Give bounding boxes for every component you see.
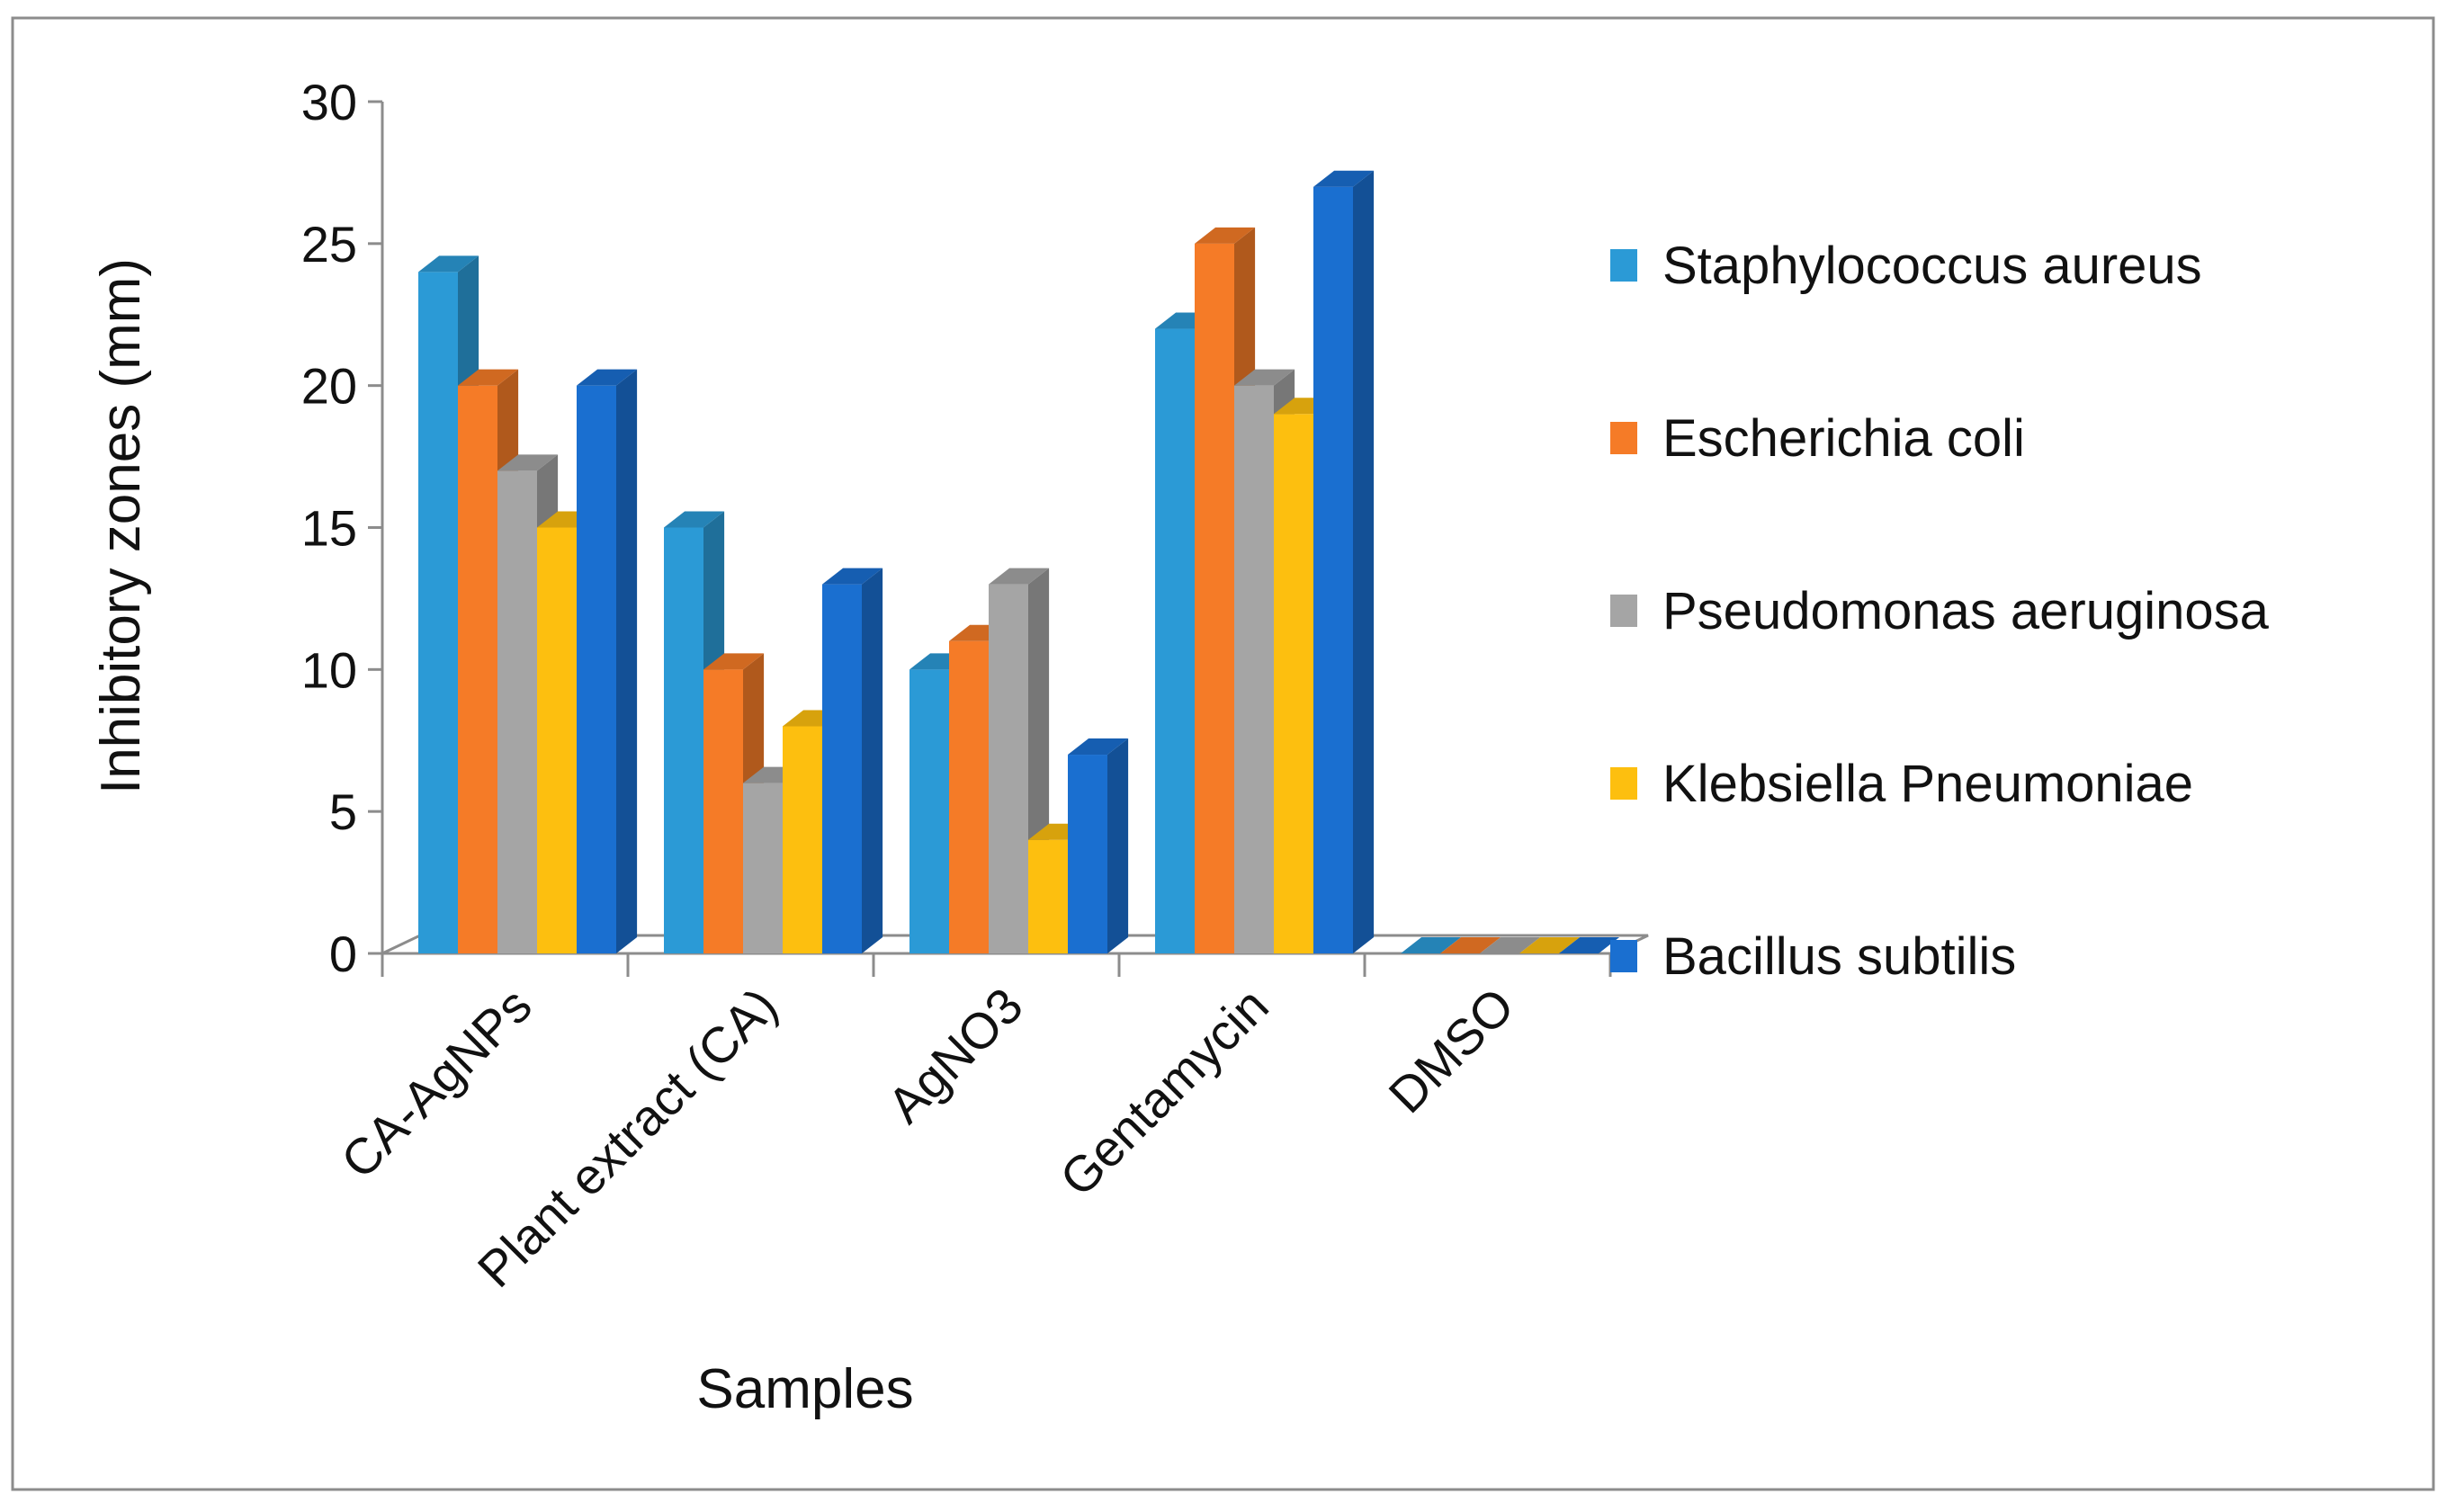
bar-top bbox=[822, 568, 883, 585]
y-axis-title: Inhibitory zones (mm) bbox=[90, 258, 152, 794]
bar-front bbox=[537, 527, 577, 953]
bar-front bbox=[1195, 243, 1234, 953]
bar-top bbox=[664, 511, 725, 528]
bar-front bbox=[909, 669, 949, 953]
y-tick-label: 5 bbox=[329, 783, 357, 840]
bar bbox=[1313, 170, 1375, 953]
bar-top bbox=[1440, 937, 1501, 953]
legend-label: Pseudomonas aeruginosa bbox=[1662, 582, 2270, 640]
y-tick-label: 0 bbox=[329, 926, 357, 982]
bar-top bbox=[1559, 937, 1620, 953]
legend-item: Staphylococcus aureus bbox=[1610, 237, 2202, 295]
bar-top bbox=[1401, 937, 1462, 953]
bar-top bbox=[989, 568, 1050, 585]
bar-top bbox=[1519, 937, 1581, 953]
bar-front bbox=[418, 272, 458, 953]
bar-front bbox=[497, 470, 537, 953]
bar bbox=[1401, 937, 1462, 953]
bar-top bbox=[577, 369, 638, 386]
bar-side bbox=[862, 568, 883, 953]
legend-swatch bbox=[1610, 422, 1637, 454]
bar-top bbox=[1195, 227, 1256, 244]
legend-item: Pseudomonas aeruginosa bbox=[1610, 582, 2270, 640]
bar-front bbox=[664, 527, 703, 953]
bar-top bbox=[1068, 738, 1129, 756]
bar-front bbox=[1274, 414, 1313, 953]
y-tick-label: 25 bbox=[301, 216, 357, 273]
bar bbox=[1440, 937, 1501, 953]
bar-top bbox=[1234, 369, 1295, 386]
bar-front bbox=[1155, 328, 1195, 953]
bar-side bbox=[616, 369, 638, 954]
bar-front bbox=[1313, 186, 1353, 953]
bar-front bbox=[458, 385, 497, 954]
bar-front bbox=[577, 385, 616, 954]
legend: Staphylococcus aureus Escherichia coli Pse… bbox=[1610, 237, 2270, 986]
bar-front bbox=[1028, 839, 1068, 953]
bars bbox=[418, 170, 1620, 954]
bar-top bbox=[497, 454, 559, 471]
y-tick-label: 20 bbox=[301, 358, 357, 415]
legend-item: Escherichia coli bbox=[1610, 409, 2025, 468]
bar-top bbox=[418, 255, 479, 273]
bar bbox=[1068, 738, 1129, 953]
bar-top bbox=[703, 653, 765, 670]
bar bbox=[1519, 937, 1581, 953]
bar-front bbox=[989, 584, 1028, 953]
bar-side bbox=[1107, 738, 1129, 953]
legend-swatch bbox=[1610, 249, 1637, 282]
bar bbox=[822, 568, 883, 953]
bar-front bbox=[1234, 385, 1274, 954]
legend-item: Klebsiella Pneumoniae bbox=[1610, 755, 2193, 813]
bar-top bbox=[1480, 937, 1541, 953]
y-tick-label: 30 bbox=[301, 74, 357, 130]
bar-front bbox=[1068, 755, 1107, 953]
bar-front bbox=[822, 584, 862, 953]
legend-label: Bacillus subtilis bbox=[1662, 927, 2016, 986]
bar-top bbox=[1313, 170, 1375, 187]
legend-label: Staphylococcus aureus bbox=[1662, 237, 2202, 295]
y-tick-label: 15 bbox=[301, 500, 357, 557]
legend-swatch bbox=[1610, 767, 1637, 800]
legend-label: Klebsiella Pneumoniae bbox=[1662, 755, 2193, 813]
bar-top bbox=[458, 369, 519, 386]
legend-swatch bbox=[1610, 595, 1637, 627]
bar-front bbox=[703, 669, 743, 953]
x-axis-title: Samples bbox=[696, 1358, 913, 1420]
bar bbox=[1559, 937, 1620, 953]
bar bbox=[577, 369, 638, 954]
legend-swatch bbox=[1610, 940, 1637, 972]
bar-front bbox=[949, 640, 989, 953]
bar-side bbox=[1353, 170, 1375, 953]
legend-item: Bacillus subtilis bbox=[1610, 927, 2016, 986]
bar-front bbox=[783, 726, 822, 953]
bar bbox=[1480, 937, 1541, 953]
y-tick-label: 10 bbox=[301, 641, 357, 698]
legend-label: Escherichia coli bbox=[1662, 409, 2025, 468]
bar-front bbox=[743, 783, 783, 953]
